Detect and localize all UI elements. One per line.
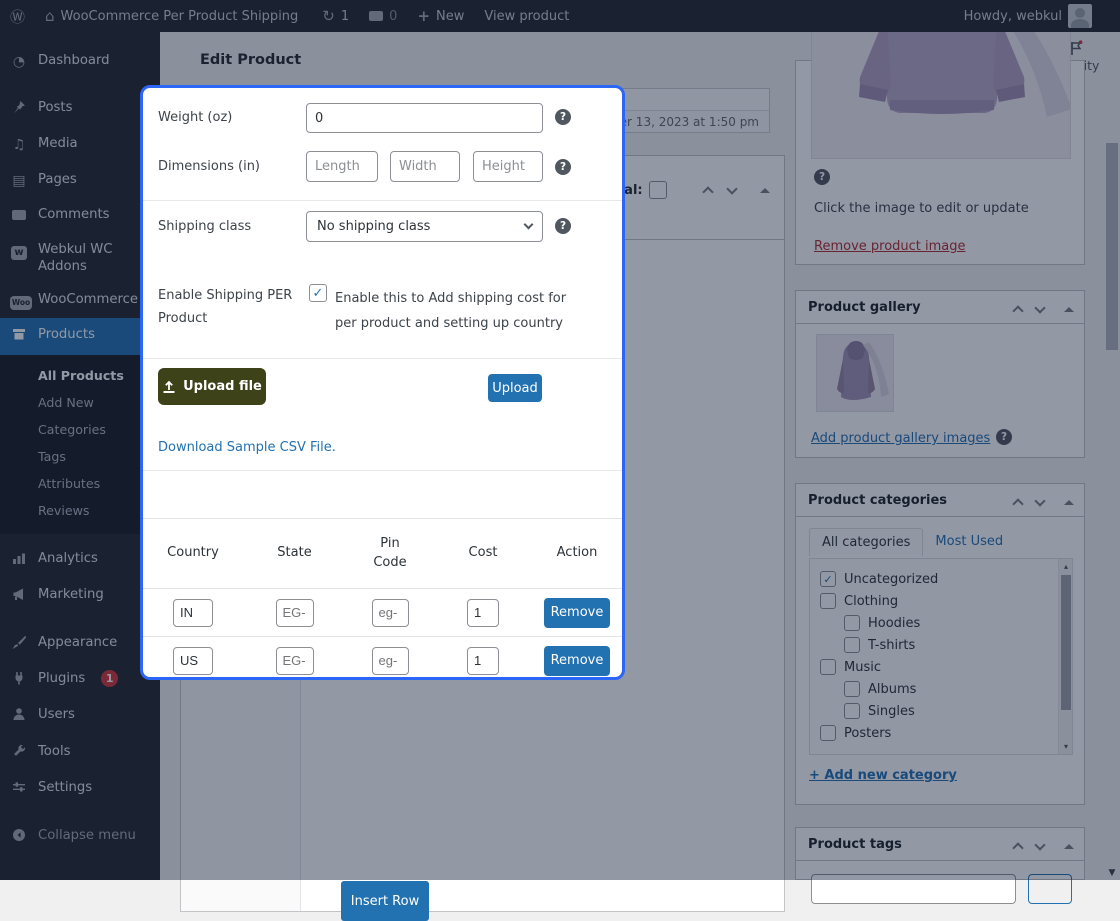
cost-input[interactable] [467,599,499,627]
state-input[interactable] [276,647,314,675]
col-cost: Cost [469,544,498,562]
country-input[interactable] [173,599,213,627]
shipping-class-select[interactable]: No shipping class [306,211,543,242]
col-pin-code: Pin Code [368,535,412,571]
chevron-down-icon [524,220,534,230]
dimensions-label: Dimensions (in) [158,159,260,174]
shipping-class-value: No shipping class [317,219,430,234]
pin-code-input[interactable] [372,599,409,627]
height-input[interactable] [473,151,543,182]
length-input[interactable] [306,151,378,182]
download-sample-csv-link[interactable]: Download Sample CSV File. [158,440,336,455]
upload-file-button[interactable]: Upload file [158,368,266,405]
help-icon[interactable]: ? [555,109,571,125]
upload-icon [162,380,176,394]
table-header-row: Country State Pin Code Cost Action [143,518,622,588]
shipping-class-label: Shipping class [158,219,251,234]
shipping-cost-table: Country State Pin Code Cost Action Remov… [143,518,622,684]
col-country: Country [167,544,219,562]
state-input[interactable] [276,599,314,627]
width-input[interactable] [390,151,460,182]
upload-file-label: Upload file [183,379,262,394]
table-row: Remove [143,588,622,636]
weight-input[interactable] [306,103,543,133]
enable-shipping-checkbox[interactable] [309,284,327,302]
table-row: Remove [143,636,622,684]
upload-button[interactable]: Upload [488,374,542,402]
remove-row-button[interactable]: Remove [544,598,610,628]
col-action: Action [557,544,598,562]
enable-shipping-desc: Enable this to Add shipping cost for per… [335,286,580,337]
help-icon[interactable]: ? [555,159,571,175]
pin-code-input[interactable] [372,647,409,675]
enable-shipping-label: Enable Shipping PER Product [158,284,293,331]
shipping-panel-highlighted: Weight (oz) ? Dimensions (in) ? Shipping… [140,85,625,680]
help-icon[interactable]: ? [555,218,571,234]
cost-input[interactable] [467,647,499,675]
remove-row-button[interactable]: Remove [544,646,610,676]
col-state: State [277,544,311,562]
weight-label: Weight (oz) [158,110,232,125]
country-input[interactable] [173,647,213,675]
insert-row-button[interactable]: Insert Row [341,881,429,921]
